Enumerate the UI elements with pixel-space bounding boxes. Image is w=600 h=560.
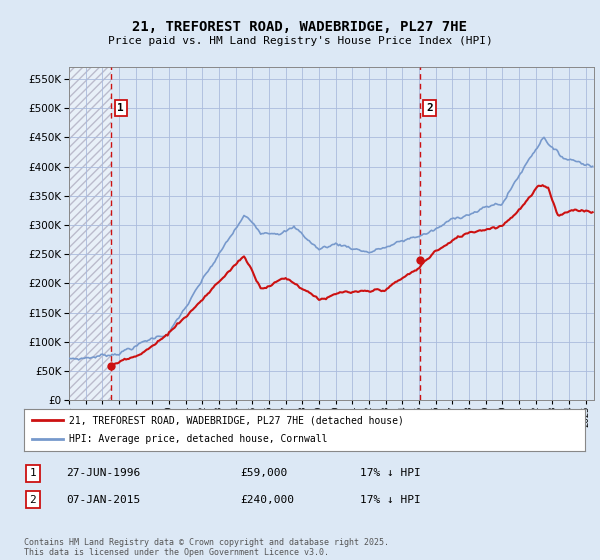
- Text: 17% ↓ HPI: 17% ↓ HPI: [360, 494, 421, 505]
- Text: 27-JUN-1996: 27-JUN-1996: [66, 468, 140, 478]
- Text: 2: 2: [426, 103, 433, 113]
- Text: 21, TREFOREST ROAD, WADEBRIDGE, PL27 7HE: 21, TREFOREST ROAD, WADEBRIDGE, PL27 7HE: [133, 20, 467, 34]
- Text: £240,000: £240,000: [240, 494, 294, 505]
- Text: 17% ↓ HPI: 17% ↓ HPI: [360, 468, 421, 478]
- Text: 1: 1: [118, 103, 124, 113]
- Text: Contains HM Land Registry data © Crown copyright and database right 2025.
This d: Contains HM Land Registry data © Crown c…: [24, 538, 389, 557]
- Bar: [69, 67, 110, 400]
- Text: HPI: Average price, detached house, Cornwall: HPI: Average price, detached house, Corn…: [69, 435, 328, 445]
- Text: £59,000: £59,000: [240, 468, 287, 478]
- Text: 2: 2: [29, 494, 37, 505]
- Text: 1: 1: [29, 468, 37, 478]
- Text: 21, TREFOREST ROAD, WADEBRIDGE, PL27 7HE (detached house): 21, TREFOREST ROAD, WADEBRIDGE, PL27 7HE…: [69, 415, 404, 425]
- Text: Price paid vs. HM Land Registry's House Price Index (HPI): Price paid vs. HM Land Registry's House …: [107, 36, 493, 46]
- Text: 07-JAN-2015: 07-JAN-2015: [66, 494, 140, 505]
- Bar: [69, 67, 110, 400]
